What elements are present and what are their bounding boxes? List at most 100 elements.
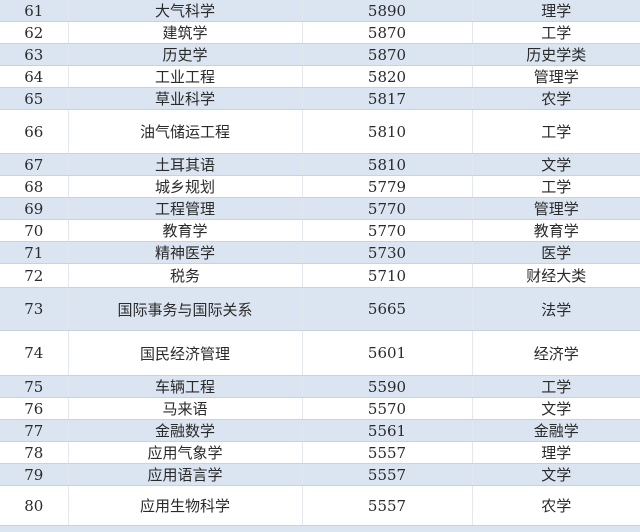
category-cell: 管理学 — [471, 197, 640, 220]
major-cell: 马来语 — [67, 397, 302, 420]
salary-cell: 5820 — [301, 65, 472, 88]
category-cell: 农学 — [471, 87, 640, 110]
salary-cell: 5817 — [301, 87, 472, 110]
major-cell: 应用生物科学 — [67, 485, 302, 526]
salary-cell: 5730 — [301, 241, 472, 264]
major-cell: 国际事务与国际关系 — [67, 287, 302, 331]
rank-cell: 71 — [0, 241, 68, 264]
table-row: 69 工程管理 5770 管理学 — [0, 197, 640, 220]
major-cell: 工业工程 — [67, 65, 302, 88]
table-row: 71 精神医学 5730 医学 — [0, 241, 640, 264]
rank-cell: 65 — [0, 87, 68, 110]
salary-cell: 5710 — [301, 263, 472, 288]
table-row: 76 马来语 5570 文学 — [0, 397, 640, 420]
major-cell: 城乡规划 — [67, 175, 302, 198]
category-cell: 工学 — [471, 175, 640, 198]
salary-cell: 5557 — [301, 441, 472, 464]
major-cell: 金融数学 — [67, 419, 302, 442]
category-cell: 历史学类 — [471, 43, 640, 66]
rank-cell: 64 — [0, 65, 68, 88]
salary-cell: 5870 — [301, 43, 472, 66]
category-cell: 文学 — [471, 153, 640, 176]
table-row: 73 国际事务与国际关系 5665 法学 — [0, 287, 640, 331]
table-row: 64 工业工程 5820 管理学 — [0, 65, 640, 88]
table-row: 72 税务 5710 财经大类 — [0, 263, 640, 288]
major-cell: 草业科学 — [67, 87, 302, 110]
table-row: 68 城乡规划 5779 工学 — [0, 175, 640, 198]
major-cell: 车辆工程 — [67, 375, 302, 398]
category-cell: 财经大类 — [471, 263, 640, 288]
rank-cell: 66 — [0, 109, 68, 154]
table-row: 77 金融数学 5561 金融学 — [0, 419, 640, 442]
table-row: 65 草业科学 5817 农学 — [0, 87, 640, 110]
salary-cell: 5810 — [301, 109, 472, 154]
table-row: 67 土耳其语 5810 文学 — [0, 153, 640, 176]
rank-cell: 78 — [0, 441, 68, 464]
rank-cell: 69 — [0, 197, 68, 220]
rank-cell: 79 — [0, 463, 68, 486]
rank-cell: 75 — [0, 375, 68, 398]
rank-cell: 62 — [0, 21, 68, 44]
salary-cell: 5665 — [301, 287, 472, 331]
major-cell: 油气储运工程 — [67, 109, 302, 154]
category-cell: 工学 — [471, 375, 640, 398]
salary-cell: 5779 — [301, 175, 472, 198]
salary-cell: 5810 — [301, 153, 472, 176]
salary-cell: 5770 — [301, 219, 472, 242]
table-row: 74 国民经济管理 5601 经济学 — [0, 330, 640, 376]
major-cell: 应用气象学 — [67, 441, 302, 464]
category-cell: 医学 — [471, 241, 640, 264]
salary-cell: 5890 — [301, 0, 472, 22]
rank-cell: 72 — [0, 263, 68, 288]
rank-cell: 76 — [0, 397, 68, 420]
major-cell: 税务 — [67, 263, 302, 288]
major-cell: 土耳其语 — [67, 153, 302, 176]
salary-cell: 5557 — [301, 463, 472, 486]
rank-cell: 67 — [0, 153, 68, 176]
major-cell: 大气科学 — [67, 0, 302, 22]
salary-cell: 5601 — [301, 330, 472, 376]
salary-cell: 5870 — [301, 21, 472, 44]
table-row: 63 历史学 5870 历史学类 — [0, 43, 640, 66]
major-cell: 应用语言学 — [67, 463, 302, 486]
table-bottom-edge — [0, 526, 640, 532]
table-row: 66 油气储运工程 5810 工学 — [0, 109, 640, 154]
category-cell: 金融学 — [471, 419, 640, 442]
major-cell: 国民经济管理 — [67, 330, 302, 376]
table-row: 78 应用气象学 5557 理学 — [0, 441, 640, 464]
table-row: 79 应用语言学 5557 文学 — [0, 463, 640, 486]
category-cell: 理学 — [471, 0, 640, 22]
salary-cell: 5770 — [301, 197, 472, 220]
table-row: 62 建筑学 5870 工学 — [0, 21, 640, 44]
category-cell: 法学 — [471, 287, 640, 331]
table-row: 70 教育学 5770 教育学 — [0, 219, 640, 242]
category-cell: 教育学 — [471, 219, 640, 242]
salary-cell: 5590 — [301, 375, 472, 398]
major-cell: 历史学 — [67, 43, 302, 66]
rank-cell: 61 — [0, 0, 68, 22]
category-cell: 管理学 — [471, 65, 640, 88]
category-cell: 工学 — [471, 21, 640, 44]
table-row: 80 应用生物科学 5557 农学 — [0, 485, 640, 526]
salary-cell: 5561 — [301, 419, 472, 442]
major-cell: 教育学 — [67, 219, 302, 242]
major-cell: 工程管理 — [67, 197, 302, 220]
category-cell: 文学 — [471, 397, 640, 420]
rank-cell: 80 — [0, 485, 68, 526]
rank-cell: 74 — [0, 330, 68, 376]
major-cell: 精神医学 — [67, 241, 302, 264]
rank-cell: 70 — [0, 219, 68, 242]
table-row: 61 大气科学 5890 理学 — [0, 0, 640, 22]
major-cell: 建筑学 — [67, 21, 302, 44]
rank-cell: 77 — [0, 419, 68, 442]
rank-cell: 73 — [0, 287, 68, 331]
category-cell: 文学 — [471, 463, 640, 486]
table-row: 75 车辆工程 5590 工学 — [0, 375, 640, 398]
category-cell: 工学 — [471, 109, 640, 154]
salary-cell: 5570 — [301, 397, 472, 420]
category-cell: 农学 — [471, 485, 640, 526]
category-cell: 理学 — [471, 441, 640, 464]
rank-cell: 63 — [0, 43, 68, 66]
